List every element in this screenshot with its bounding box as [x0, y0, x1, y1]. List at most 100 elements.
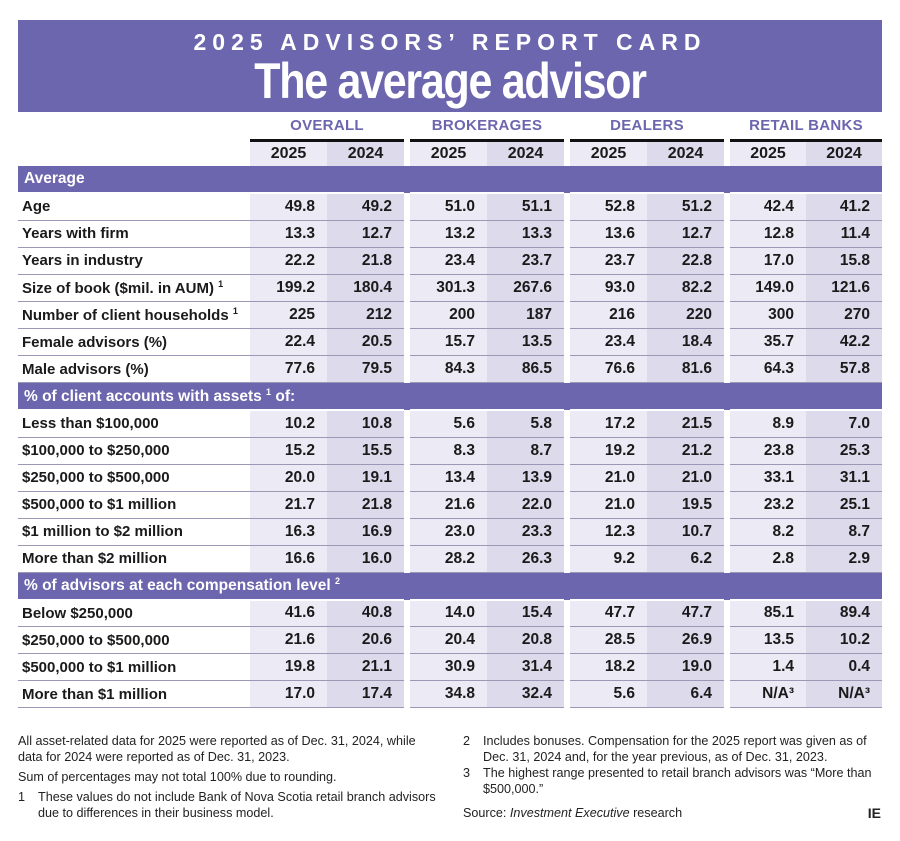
value-cell: 23.7 — [570, 247, 648, 275]
year-header: 2024 — [327, 138, 404, 167]
value-cell: 28.2 — [410, 545, 487, 574]
table-row: $1 million to $2 million 16.3 16.9 23.0 23.3… — [18, 518, 883, 546]
value-cell: 180.4 — [327, 274, 404, 303]
value-cell: 8.3 — [410, 437, 487, 465]
table-row: Less than $100,000 10.2 10.8 5.6 5.8 17.2 21.5… — [18, 409, 883, 438]
value-cell: 40.8 — [327, 599, 404, 628]
section-header: % of advisors at each compensation level… — [18, 572, 883, 601]
value-cell: 47.7 — [647, 599, 725, 628]
value-cell: 86.5 — [487, 355, 565, 384]
value-cell: 12.7 — [647, 220, 725, 248]
value-cell: 13.2 — [410, 220, 487, 248]
group-retail-banks: RETAIL BANKS — [749, 117, 863, 135]
notes-left: All asset-related data for 2025 were rep… — [18, 733, 438, 821]
section-header: % of client accounts with assets 1 of: — [18, 382, 883, 411]
value-cell: 20.4 — [410, 626, 487, 655]
row-label: Below $250,000 — [18, 599, 250, 628]
value-cell: 22.4 — [250, 328, 327, 357]
footnote-number: 3 — [463, 766, 471, 780]
year-header: 2024 — [487, 138, 565, 167]
section-fill — [410, 382, 565, 411]
value-cell: 28.5 — [570, 626, 648, 655]
value-cell: 81.6 — [647, 355, 725, 384]
value-cell: 21.5 — [647, 409, 725, 438]
value-cell: 187 — [487, 301, 565, 330]
table-row: Below $250,000 41.6 40.8 14.0 15.4 47.7 47.7 85… — [18, 599, 883, 628]
value-cell: 51.0 — [410, 193, 487, 221]
value-cell: 93.0 — [570, 274, 648, 303]
value-cell: 26.3 — [487, 545, 565, 574]
year-header: 2025 — [570, 138, 648, 167]
value-cell: 13.9 — [487, 464, 565, 492]
value-cell: 25.3 — [806, 437, 883, 465]
value-cell: 19.2 — [570, 437, 648, 465]
source-line: Source: Investment Executive research IE — [463, 805, 883, 821]
section-title: Average — [18, 166, 404, 195]
value-cell: 270 — [806, 301, 883, 330]
table-row: Years with firm 13.3 12.7 13.2 13.3 13.6 12.7 1… — [18, 220, 883, 248]
row-label: More than $1 million — [18, 680, 250, 709]
section-fill — [570, 382, 725, 411]
value-cell: 21.1 — [327, 653, 404, 682]
value-cell: 10.8 — [327, 409, 404, 438]
note-dates: All asset-related data for 2025 were rep… — [18, 734, 416, 764]
value-cell: 89.4 — [806, 599, 883, 628]
group-overall: OVERALL — [290, 117, 364, 135]
value-cell: 51.1 — [487, 193, 565, 221]
value-cell: 19.8 — [250, 653, 327, 682]
section-fill — [570, 572, 725, 601]
value-cell: 0.4 — [806, 653, 883, 682]
value-cell: 13.6 — [570, 220, 648, 248]
note-rounding: Sum of percentages may not total 100% du… — [18, 770, 337, 784]
section-fill — [730, 166, 883, 195]
footnote-number: 1 — [18, 790, 26, 804]
table-row: Male advisors (%) 77.6 79.5 84.3 86.5 76.6 81.… — [18, 355, 883, 384]
table-row: Age 49.8 49.2 51.0 51.1 52.8 51.2 42.4 41.2 — [18, 193, 883, 221]
value-cell: 18.4 — [647, 328, 725, 357]
value-cell: 8.2 — [730, 518, 807, 546]
value-cell: 79.5 — [327, 355, 404, 384]
value-cell: 225 — [250, 301, 327, 330]
value-cell: 31.1 — [806, 464, 883, 492]
value-cell: 15.8 — [806, 247, 883, 275]
group-header-row: OVERALL BROKERAGES DEALERS RETAIL BANKS — [18, 113, 882, 141]
value-cell: 212 — [327, 301, 404, 330]
section-header: Average — [18, 166, 883, 195]
year-header: 2024 — [806, 138, 883, 167]
value-cell: 16.9 — [327, 518, 404, 546]
section-fill — [570, 166, 725, 195]
value-cell: 23.0 — [410, 518, 487, 546]
row-label: $250,000 to $500,000 — [18, 464, 250, 492]
value-cell: 220 — [647, 301, 725, 330]
value-cell: 23.4 — [570, 328, 648, 357]
value-cell: 10.7 — [647, 518, 725, 546]
value-cell: 300 — [730, 301, 807, 330]
value-cell: 17.4 — [327, 680, 404, 709]
row-label: $250,000 to $500,000 — [18, 626, 250, 655]
row-label: Less than $100,000 — [18, 409, 250, 438]
value-cell: 1.4 — [730, 653, 807, 682]
value-cell: 15.5 — [327, 437, 404, 465]
value-cell: 13.3 — [250, 220, 327, 248]
row-label: $1 million to $2 million — [18, 518, 250, 546]
value-cell: 13.4 — [410, 464, 487, 492]
row-label: $100,000 to $250,000 — [18, 437, 250, 465]
value-cell: 22.2 — [250, 247, 327, 275]
value-cell: 19.5 — [647, 491, 725, 519]
value-cell: 57.8 — [806, 355, 883, 384]
value-cell: 20.0 — [250, 464, 327, 492]
year-header: 2025 — [410, 138, 487, 167]
footnote-text: Includes bonuses. Compensation for the 2… — [483, 734, 867, 764]
value-cell: 12.7 — [327, 220, 404, 248]
value-cell: 20.6 — [327, 626, 404, 655]
title-banner: 2025 ADVISORS’ REPORT CARD The average a… — [18, 20, 882, 112]
value-cell: 21.8 — [327, 491, 404, 519]
table-row: $100,000 to $250,000 15.2 15.5 8.3 8.7 19.2 21… — [18, 437, 883, 465]
value-cell: 85.1 — [730, 599, 807, 628]
page-title: The average advisor — [254, 53, 647, 109]
value-cell: 12.8 — [730, 220, 807, 248]
value-cell: 21.8 — [327, 247, 404, 275]
value-cell: 21.0 — [647, 464, 725, 492]
value-cell: 33.1 — [730, 464, 807, 492]
value-cell: 31.4 — [487, 653, 565, 682]
